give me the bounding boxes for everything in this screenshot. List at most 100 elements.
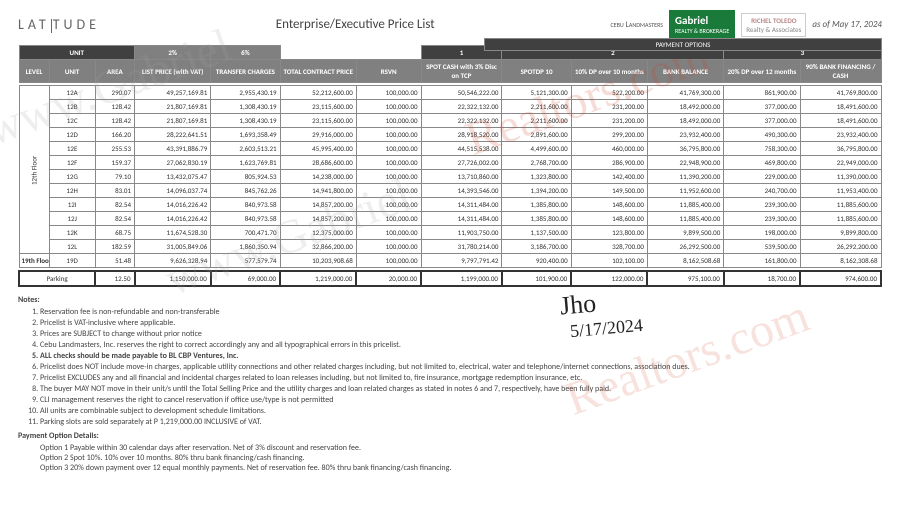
gabriel-logo: Gabriel REALTY & BROKERAGE (669, 10, 735, 39)
cell: 522,200.00 (571, 86, 647, 100)
cell: 13,710,860.00 (421, 170, 502, 184)
cell: 490,300.00 (724, 128, 800, 142)
note-item: Prices are SUBJECT to change without pri… (40, 329, 882, 339)
cell: 1,860,350.94 (211, 240, 280, 254)
cell: 45,995,400.00 (280, 142, 356, 156)
parking-row: Parking12.501,150,000.0069,000.001,219,0… (19, 271, 881, 286)
pod-heading: Payment Option Details: (18, 431, 882, 441)
cell: 22,322,132.00 (421, 100, 502, 114)
floor-label: 19th Floor (19, 254, 49, 268)
col-dp20: 20% DP over 12 months (724, 60, 800, 83)
cell: 100,000.00 (356, 254, 421, 268)
cell: 23,932,400.00 (647, 128, 723, 142)
cell: 12,375,000.00 (280, 226, 356, 240)
cell: 100,000.00 (356, 170, 421, 184)
cell: 122,000.00 (571, 271, 647, 286)
floor-label: 12th Floor (19, 86, 49, 254)
note-item: Cebu Landmasters, Inc. reserves the righ… (40, 340, 882, 350)
brand-logo: LATTUDE (18, 16, 100, 33)
cell: 12H (49, 184, 95, 198)
table-row: 12G79.1013,432,075.47805,924.5314,238,00… (19, 170, 881, 184)
cell: 3,186,700.00 (502, 240, 571, 254)
cell: 26,292,500.00 (647, 240, 723, 254)
cell: 231,200.00 (571, 100, 647, 114)
col-fin90: 90% BANK FINANCING / CASH (800, 60, 881, 83)
cell: 68.75 (95, 226, 134, 240)
cell: 20,000.00 (356, 271, 421, 286)
cell: 69,000.00 (211, 271, 280, 286)
page-title: Enterprise/Executive Price List (276, 17, 435, 32)
col-spotdp10: SPOTDP 10 (502, 60, 571, 83)
cell: 11,674,528.30 (135, 226, 211, 240)
cell: 36,795,800.00 (800, 142, 881, 156)
col-list-price: LIST PRICE (with VAT) (135, 60, 211, 83)
table-row: 12J82.5414,016,226.42840,973.5814,857,20… (19, 212, 881, 226)
cell: 100,000.00 (356, 184, 421, 198)
cell: 8,162,308.68 (800, 254, 881, 268)
cell: 239,300.00 (724, 198, 800, 212)
note-item: Parking slots are sold separately at P 1… (40, 417, 882, 427)
cell: 41,769,800.00 (800, 86, 881, 100)
cell: 9,899,500.00 (647, 226, 723, 240)
cell: 2,211,600.00 (502, 114, 571, 128)
cell: 31,005,849.06 (135, 240, 211, 254)
note-item: Pricelist EXCLUDES any and all financial… (40, 373, 882, 383)
cell: 100,000.00 (356, 128, 421, 142)
cell: 36,795,800.00 (647, 142, 723, 156)
cell: 82.54 (95, 198, 134, 212)
cell: 13,432,075.47 (135, 170, 211, 184)
col-spot-cash: SPOT CASH with 3% Disc on TCP (421, 60, 502, 83)
cell: 11,952,600.00 (647, 184, 723, 198)
cell: 18,491,600.00 (800, 114, 881, 128)
cell: 255.53 (95, 142, 134, 156)
cell: 28,222,641.51 (135, 128, 211, 142)
cell: 23,115,600.00 (280, 100, 356, 114)
col-rsvn: RSVN (356, 60, 421, 83)
cell: 975,100.00 (647, 271, 723, 286)
cell: 9,899,800.00 (800, 226, 881, 240)
cell: 2,955,430.19 (211, 86, 280, 100)
cell: 148,600.00 (571, 212, 647, 226)
cell: 12A (49, 86, 95, 100)
cell: 21,807,169.81 (135, 100, 211, 114)
table-row: 12L182.5931,005,849.061,860,350.9432,866… (19, 240, 881, 254)
cell: 12I (49, 198, 95, 212)
cell: 182.59 (95, 240, 134, 254)
table-row: 12th Floor12A290.0749,257,169.812,955,43… (19, 86, 881, 100)
col-dp10: 10% DP over 10 months (571, 60, 647, 83)
cell: 161,800.00 (724, 254, 800, 268)
note-item: Pricelist does NOT include move-in charg… (40, 362, 882, 372)
cell: 12L (49, 240, 95, 254)
cell: 148,600.00 (571, 198, 647, 212)
cell: 22,322,132.00 (421, 114, 502, 128)
cell: 9,797,791.42 (421, 254, 502, 268)
cell: 100,000.00 (356, 226, 421, 240)
payment-option-details: Option 1 Payable within 30 calendar days… (18, 443, 882, 473)
cell: 377,000.00 (724, 114, 800, 128)
cell: 26,292,200.00 (800, 240, 881, 254)
cell: 2,211,600.00 (502, 100, 571, 114)
cell: 100,000.00 (356, 142, 421, 156)
cell: 23,932,400.00 (800, 128, 881, 142)
cell: 1,308,430.19 (211, 100, 280, 114)
cell: 11,903,750.00 (421, 226, 502, 240)
cell: 49,257,169.81 (135, 86, 211, 100)
cell: 159.37 (95, 156, 134, 170)
table-row: 12D166.2028,222,641.511,693,358.4929,916… (19, 128, 881, 142)
cell: 28,686,600.00 (280, 156, 356, 170)
pod-item: Option 2 Spot 10%. 10% over 10 months. 8… (40, 453, 882, 463)
cell: 10,203,908.68 (280, 254, 356, 268)
header: LATTUDE Enterprise/Executive Price List … (18, 10, 882, 39)
cell: 14,096,037.74 (135, 184, 211, 198)
cell: 21,807,169.81 (135, 114, 211, 128)
cell: 2,768,700.00 (502, 156, 571, 170)
cell: 758,300.00 (724, 142, 800, 156)
as-of-date: as of May 17, 2024 (812, 19, 882, 30)
cell: 1,385,800.00 (502, 212, 571, 226)
cell: 4,499,600.00 (502, 142, 571, 156)
cell: 240,700.00 (724, 184, 800, 198)
cell: 12K (49, 226, 95, 240)
cell: 286,900.00 (571, 156, 647, 170)
col-area: AREA (95, 60, 134, 83)
cell: 100,000.00 (356, 240, 421, 254)
